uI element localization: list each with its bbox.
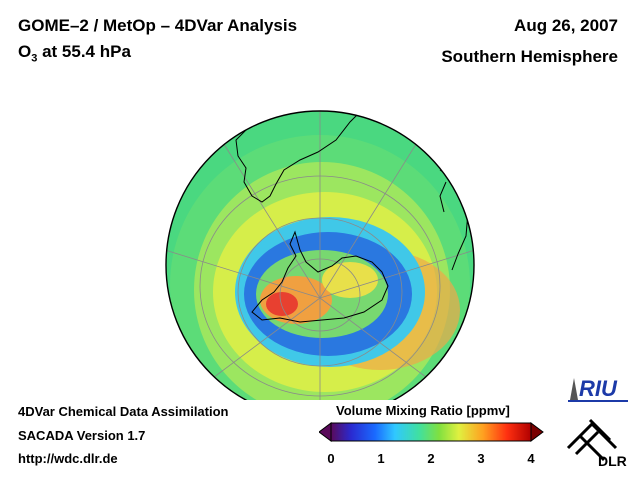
riu-tower-icon [570,378,578,400]
riu-logo-text: RIU [579,376,618,401]
colorbar-tick: 1 [377,451,384,466]
colorbar-gradient [331,423,531,441]
dlr-logo-text: DLR [598,453,627,468]
colorbar-title: Volume Mixing Ratio [ppmv] [336,403,510,418]
colorbar-tick: 4 [527,451,534,466]
footer-url[interactable]: http://wdc.dlr.de [18,451,118,466]
footer-line-1: 4DVar Chemical Data Assimilation [18,404,229,419]
colorbar-min-arrow [319,423,331,441]
colorbar-tick: 3 [477,451,484,466]
ozone-globe-map [0,0,640,400]
high-ozone-core [266,292,298,316]
footer-line-2: SACADA Version 1.7 [18,428,145,443]
riu-logo: RIU [568,372,630,406]
dlr-logo: DLR [562,412,628,468]
interior-yellow-patch [322,262,378,298]
colorbar-tick: 0 [327,451,334,466]
colorbar [319,421,545,443]
colorbar-max-arrow [531,423,543,441]
colorbar-tick: 2 [427,451,434,466]
